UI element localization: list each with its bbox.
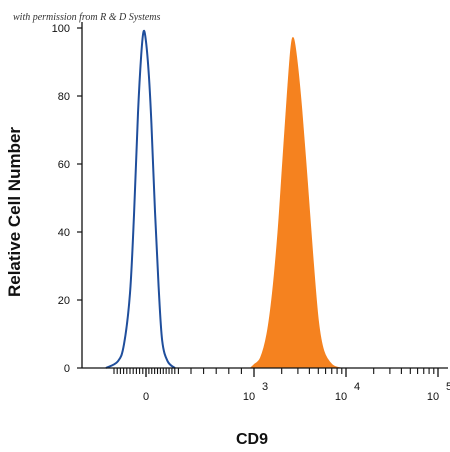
y-tick-label: 20 [58,295,70,307]
y-tick-label: 80 [58,91,70,103]
x-tick-exponent: 4 [354,381,360,393]
y-tick-label: 60 [58,159,70,171]
y-tick-label: 40 [58,227,70,239]
series-layer [105,29,342,369]
x-tick-exponent: 5 [446,381,450,393]
y-ticks: 0 20 40 60 80 100 [52,23,82,375]
y-tick-label: 100 [52,23,70,35]
x-tick-label: 10 [243,391,255,403]
x-tick-label: 10 [427,391,439,403]
x-tick-label: 10 [335,391,347,403]
histogram-filled-1 [249,37,342,369]
watermark-text: with permission from R & D Systems [13,12,161,23]
x-tick-exponent: 3 [262,381,268,393]
histogram-outline-0 [105,29,176,369]
y-tick-label: 0 [64,363,70,375]
y-axis-label: Relative Cell Number [5,127,24,297]
x-ticks: 0 10 3 10 4 10 5 [113,368,450,403]
x-axis-label: CD9 [236,431,268,448]
x-tick-label: 0 [143,391,149,403]
